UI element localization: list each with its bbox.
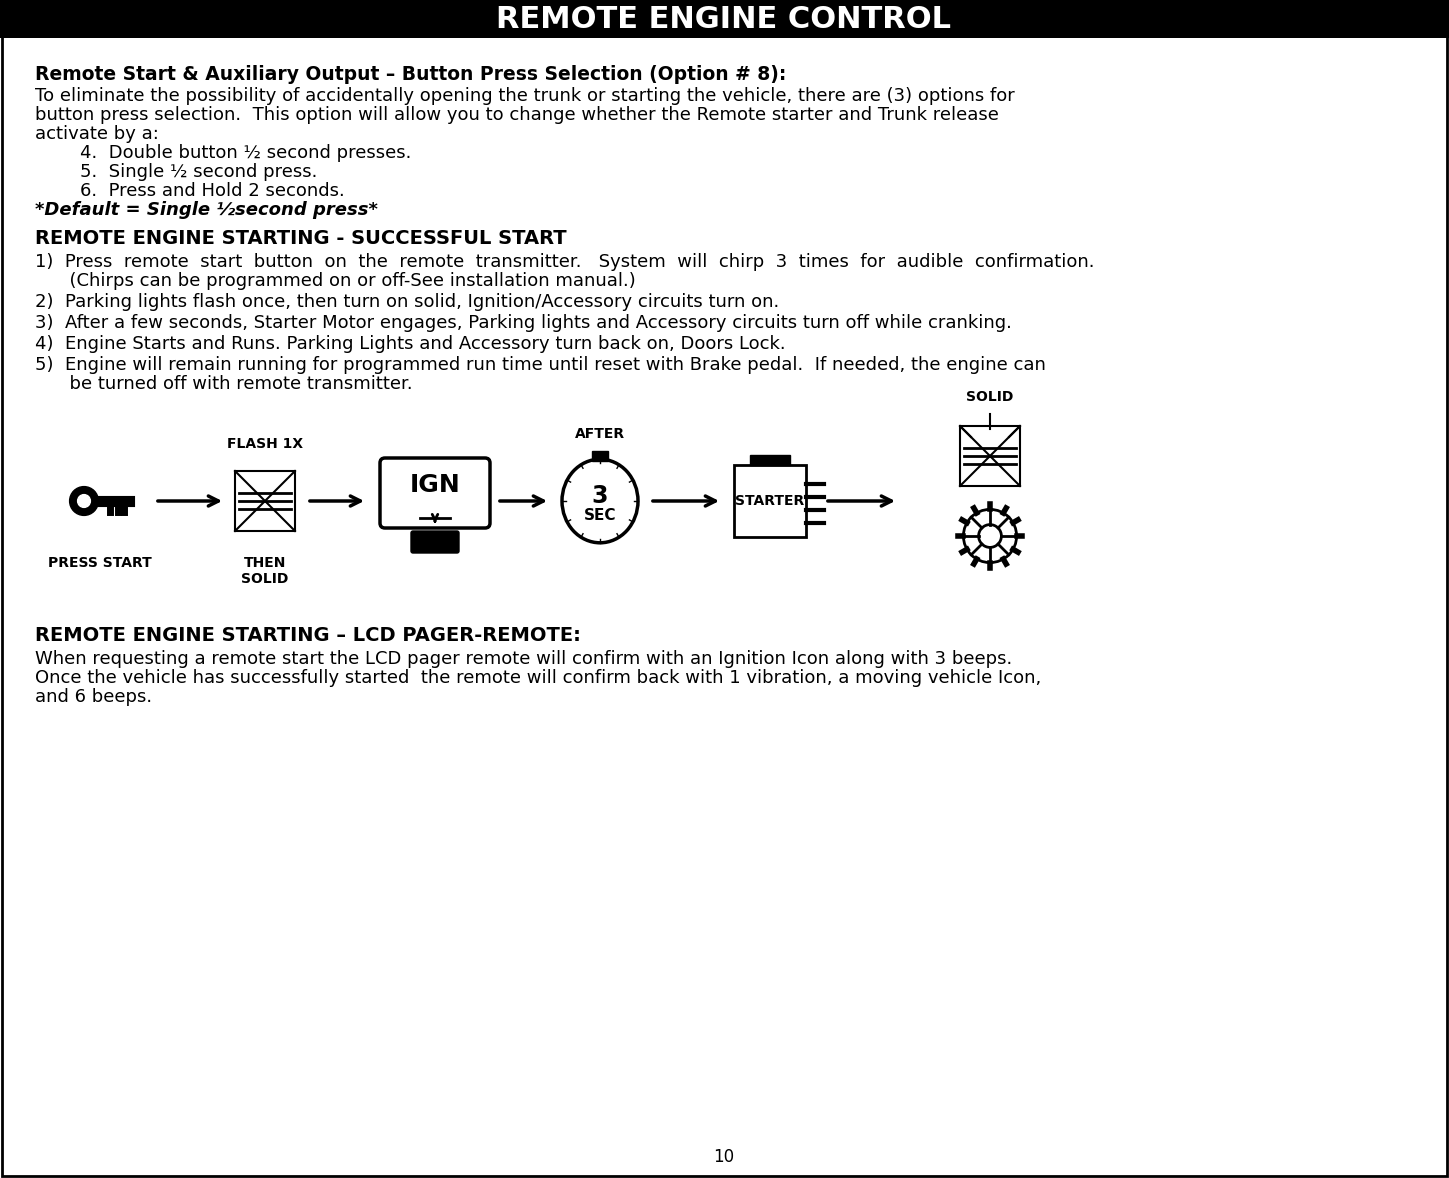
- FancyBboxPatch shape: [0, 0, 1449, 38]
- Text: To eliminate the possibility of accidentally opening the trunk or starting the v: To eliminate the possibility of accident…: [35, 87, 1014, 105]
- Text: AFTER: AFTER: [575, 426, 625, 441]
- Text: 4.  Double button ½ second presses.: 4. Double button ½ second presses.: [80, 144, 412, 163]
- Text: and 6 beeps.: and 6 beeps.: [35, 688, 152, 706]
- Text: IGN: IGN: [410, 474, 461, 497]
- Text: (Chirps can be programmed on or off-See installation manual.): (Chirps can be programmed on or off-See …: [35, 272, 636, 290]
- Text: 1)  Press  remote  start  button  on  the  remote  transmitter.   System  will  : 1) Press remote start button on the remo…: [35, 253, 1094, 271]
- Text: be turned off with remote transmitter.: be turned off with remote transmitter.: [35, 375, 413, 393]
- Text: FLASH 1X: FLASH 1X: [227, 437, 303, 451]
- Text: 4)  Engine Starts and Runs. Parking Lights and Accessory turn back on, Doors Loc: 4) Engine Starts and Runs. Parking Light…: [35, 335, 785, 353]
- Text: 3: 3: [591, 484, 609, 508]
- Text: REMOTE ENGINE STARTING – LCD PAGER-REMOTE:: REMOTE ENGINE STARTING – LCD PAGER-REMOT…: [35, 626, 581, 646]
- Text: STARTER: STARTER: [736, 494, 804, 508]
- FancyBboxPatch shape: [380, 458, 490, 528]
- Text: activate by a:: activate by a:: [35, 125, 159, 143]
- Text: SOLID: SOLID: [966, 390, 1014, 404]
- Bar: [751, 455, 790, 465]
- Circle shape: [78, 495, 90, 508]
- Bar: [235, 471, 296, 531]
- Text: THEN
SOLID: THEN SOLID: [242, 556, 288, 587]
- Text: Once the vehicle has successfully started  the remote will confirm back with 1 v: Once the vehicle has successfully starte…: [35, 669, 1042, 687]
- Text: *Default = Single ½​second press*: *Default = Single ½​second press*: [35, 201, 378, 219]
- FancyBboxPatch shape: [412, 531, 459, 552]
- Bar: [735, 465, 806, 537]
- Text: REMOTE ENGINE CONTROL: REMOTE ENGINE CONTROL: [497, 5, 952, 33]
- Text: PRESS START: PRESS START: [48, 556, 152, 570]
- Text: 2)  Parking lights flash once, then turn on solid, Ignition/Accessory circuits t: 2) Parking lights flash once, then turn …: [35, 293, 780, 311]
- Text: 10: 10: [713, 1149, 735, 1166]
- Text: 5)  Engine will remain running for programmed run time until reset with Brake pe: 5) Engine will remain running for progra…: [35, 356, 1046, 373]
- Text: 3)  After a few seconds, Starter Motor engages, Parking lights and Accessory cir: 3) After a few seconds, Starter Motor en…: [35, 315, 1011, 332]
- Bar: [593, 451, 609, 462]
- Text: When requesting a remote start the LCD pager remote will confirm with an Ignitio: When requesting a remote start the LCD p…: [35, 650, 1013, 668]
- Text: button press selection.  This option will allow you to change whether the Remote: button press selection. This option will…: [35, 106, 998, 124]
- Text: 6.  Press and Hold 2 seconds.: 6. Press and Hold 2 seconds.: [80, 181, 345, 200]
- Text: 5.  Single ½ second press.: 5. Single ½ second press.: [80, 163, 317, 181]
- Circle shape: [70, 487, 99, 516]
- Bar: [961, 426, 1020, 487]
- Text: REMOTE ENGINE STARTING - SUCCESSFUL START: REMOTE ENGINE STARTING - SUCCESSFUL STAR…: [35, 229, 567, 249]
- Text: SEC: SEC: [584, 508, 616, 523]
- Text: Remote Start & Auxiliary Output – Button Press Selection (Option # 8):: Remote Start & Auxiliary Output – Button…: [35, 65, 787, 84]
